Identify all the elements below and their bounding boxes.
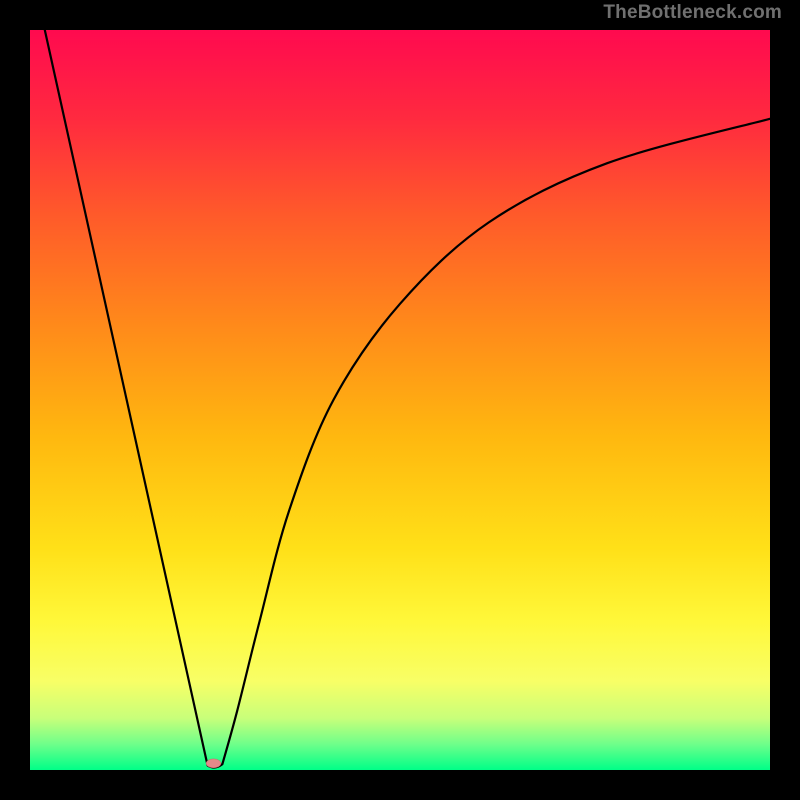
minimum-marker [206, 759, 221, 768]
watermark-text: TheBottleneck.com [603, 2, 782, 24]
plot-background [30, 30, 770, 770]
chart-container: TheBottleneck.com [0, 0, 800, 800]
bottleneck-chart [0, 0, 800, 800]
